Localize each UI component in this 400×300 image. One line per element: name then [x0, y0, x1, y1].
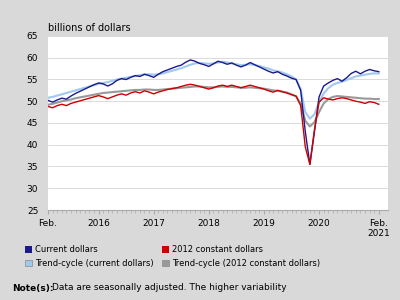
- Text: Data are seasonally adjusted. The higher variability: Data are seasonally adjusted. The higher…: [52, 284, 287, 292]
- Text: billions of dollars: billions of dollars: [48, 22, 131, 32]
- Legend: Current dollars, Trend-cycle (current dollars), 2012 constant dollars, Trend-cyc: Current dollars, Trend-cycle (current do…: [25, 245, 320, 268]
- Text: Note(s):: Note(s):: [12, 284, 54, 292]
